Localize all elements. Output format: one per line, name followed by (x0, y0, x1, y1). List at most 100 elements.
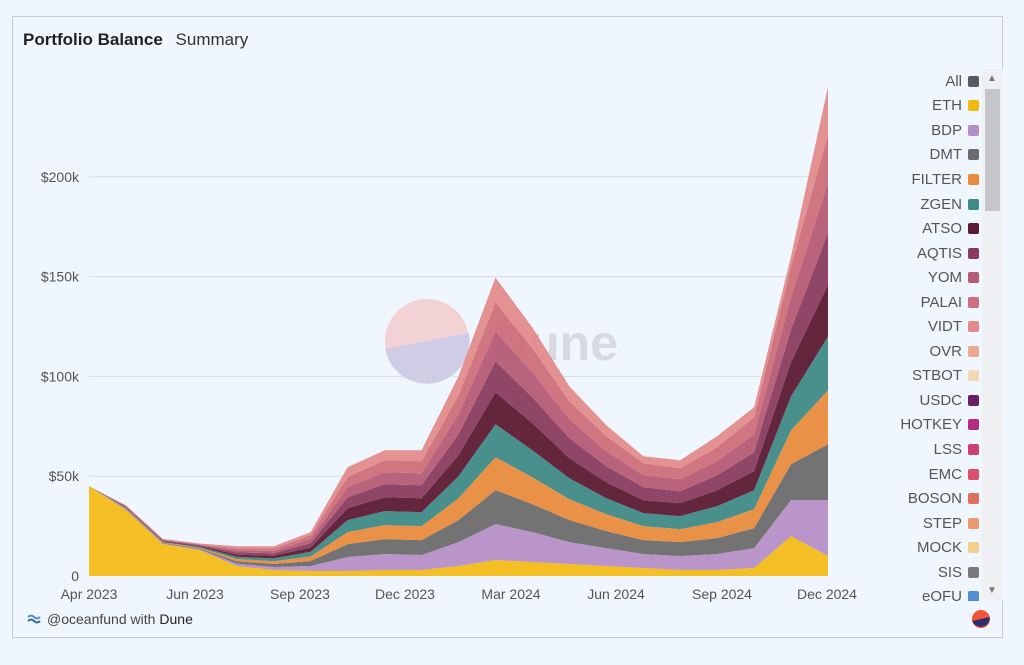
legend-label: HOTKEY (900, 416, 962, 434)
legend-swatch (968, 100, 979, 112)
legend-label: AQTIS (916, 244, 962, 262)
legend-swatch (968, 591, 979, 601)
legend-label: DMT (929, 146, 963, 164)
x-tick-label: Dec 2024 (797, 586, 857, 602)
legend-label: BOSON (907, 490, 962, 508)
y-tick-label: $50k (49, 468, 80, 484)
area-series (89, 87, 828, 576)
legend-swatch (968, 75, 979, 87)
legend-label: USDC (919, 391, 962, 409)
legend-label: All (945, 72, 962, 90)
y-tick-label: 0 (71, 568, 79, 584)
legend-swatch (968, 321, 979, 333)
legend-item[interactable]: USDC (873, 388, 983, 413)
legend-label: PALAI (920, 293, 962, 311)
legend-item[interactable]: MOCK (873, 535, 983, 560)
legend-swatch (968, 198, 979, 210)
legend-item[interactable]: EMC (873, 462, 983, 487)
x-tick-label: Sep 2023 (270, 586, 330, 602)
legend-item[interactable]: OVR (873, 339, 983, 364)
legend-swatch (968, 542, 979, 554)
x-tick-label: Jun 2024 (587, 586, 645, 602)
legend-item[interactable]: ATSO (873, 216, 983, 241)
legend-item[interactable]: SIS (873, 560, 983, 585)
legend-item[interactable]: FILTER (873, 167, 983, 192)
legend-item[interactable]: ZGEN (873, 192, 983, 217)
legend-swatch (968, 394, 979, 406)
legend-label: YOM (927, 269, 962, 287)
legend: All ETH BDP DMT FILTER ZGEN ATSO AQTIS YOM PALAI V… (873, 69, 983, 601)
chart-card: Portfolio Balance Summary Dune 0 $50k $100… (12, 16, 1003, 638)
legend-label: LSS (933, 440, 962, 458)
legend-swatch (968, 247, 979, 259)
legend-swatch (968, 173, 979, 185)
legend-label: MOCK (917, 539, 962, 557)
legend-item[interactable]: ETH (873, 94, 983, 119)
chart-subtitle: Summary (175, 30, 249, 49)
legend-label: ATSO (922, 220, 962, 238)
chart-title: Portfolio Balance (23, 30, 163, 49)
legend-swatch (968, 296, 979, 308)
legend-label: STBOT (911, 367, 962, 385)
footer-brand[interactable]: Dune (159, 611, 193, 627)
legend-swatch (968, 345, 979, 357)
legend-swatch (968, 272, 979, 284)
legend-item[interactable]: AQTIS (873, 241, 983, 266)
x-axis-ticks: Apr 2023 Jun 2023 Sep 2023 Dec 2023 Mar 2024… (61, 586, 858, 602)
scroll-down-icon[interactable]: ▼ (987, 585, 997, 596)
dune-badge-icon[interactable] (971, 609, 991, 629)
x-tick-label: Dec 2023 (375, 586, 435, 602)
legend-label: BDP (931, 121, 962, 139)
legend-item[interactable]: BDP (873, 118, 983, 143)
series-bdp[interactable] (89, 486, 828, 571)
legend-item[interactable]: HOTKEY (873, 413, 983, 438)
footer-handle[interactable]: @oceanfund with (47, 611, 156, 627)
x-tick-label: Mar 2024 (481, 586, 540, 602)
legend-scrollbar[interactable]: ▲ ▼ (982, 69, 1003, 601)
legend-item[interactable]: All (873, 69, 983, 94)
legend-item[interactable]: STBOT (873, 364, 983, 389)
footer: @oceanfund with Dune (27, 611, 193, 627)
scroll-up-icon[interactable]: ▲ (987, 73, 997, 84)
watermark-half (385, 333, 470, 384)
legend-item[interactable]: DMT (873, 143, 983, 168)
wave-icon (27, 614, 41, 624)
legend-swatch (968, 493, 979, 505)
legend-swatch (968, 517, 979, 529)
scroll-thumb[interactable] (985, 89, 1000, 211)
stacked-area-chart[interactable]: Dune 0 $50k $100k $150k $200k Apr 2023 Jun 20… (13, 17, 1004, 639)
series-eth[interactable] (89, 486, 828, 576)
legend-swatch (968, 419, 979, 431)
legend-label: ZGEN (920, 195, 962, 213)
legend-label: VIDT (927, 318, 962, 336)
legend-label: FILTER (911, 170, 962, 188)
legend-swatch (968, 443, 979, 455)
y-tick-label: $200k (41, 169, 80, 185)
legend-label: OVR (929, 342, 962, 360)
legend-item[interactable]: STEP (873, 511, 983, 536)
legend-swatch (968, 566, 979, 578)
x-tick-label: Apr 2023 (61, 586, 118, 602)
legend-swatch (968, 149, 979, 161)
legend-swatch (968, 223, 979, 235)
y-axis-ticks: 0 $50k $100k $150k $200k (41, 169, 80, 584)
legend-label: SIS (937, 563, 962, 581)
x-tick-label: Jun 2023 (166, 586, 224, 602)
legend-item[interactable]: VIDT (873, 314, 983, 339)
legend-swatch (968, 468, 979, 480)
legend-swatch (968, 370, 979, 382)
legend-item[interactable]: BOSON (873, 486, 983, 511)
legend-label: eOFU (921, 588, 962, 601)
legend-item[interactable]: LSS (873, 437, 983, 462)
chart-header: Portfolio Balance Summary (23, 30, 248, 50)
legend-item[interactable]: PALAI (873, 290, 983, 315)
x-tick-label: Sep 2024 (692, 586, 752, 602)
y-tick-label: $100k (41, 368, 80, 384)
legend-label: EMC (928, 465, 962, 483)
legend-item[interactable]: eOFU (873, 584, 983, 601)
y-tick-label: $150k (41, 269, 80, 285)
legend-label: STEP (922, 514, 962, 532)
legend-swatch (968, 124, 979, 136)
legend-label: ETH (932, 97, 962, 115)
legend-item[interactable]: YOM (873, 265, 983, 290)
